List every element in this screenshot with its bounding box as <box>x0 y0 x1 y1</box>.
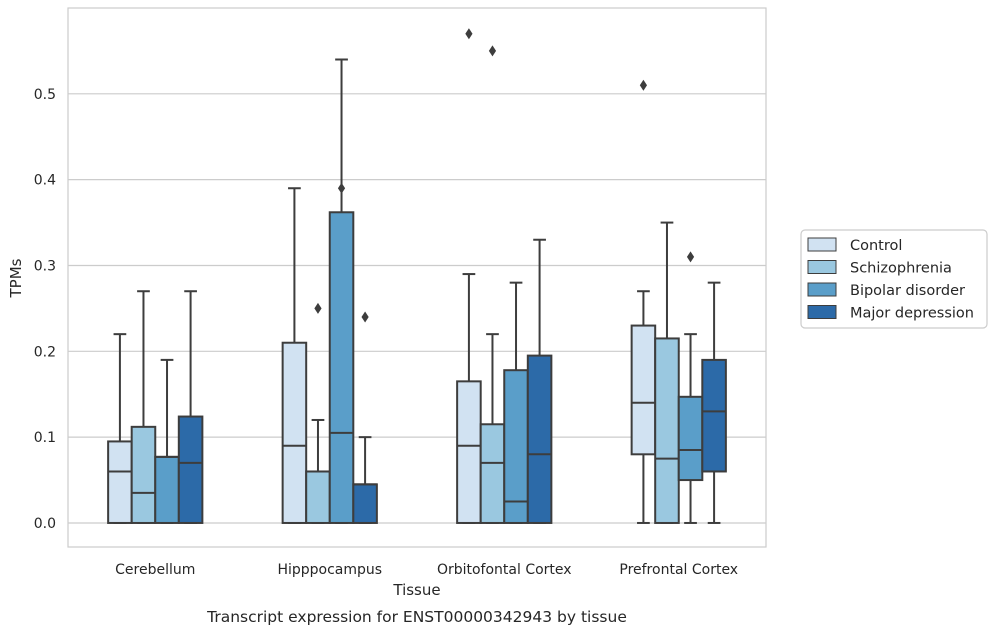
outlier-marker <box>337 182 346 194</box>
box-control <box>456 28 482 524</box>
outlier-marker <box>686 251 695 263</box>
outlier-marker <box>361 311 369 323</box>
x-tick-label: Cerebellum <box>115 562 195 578</box>
box-iqr <box>154 455 180 524</box>
box-bipolar-disorder <box>677 251 704 524</box>
y-tick-label: 0.3 <box>34 258 56 274</box>
box-bipolar-disorder <box>328 58 355 524</box>
box-major-depression <box>526 238 553 524</box>
y-tick-label: 0.5 <box>34 87 56 103</box>
x-axis-label: Tissue <box>392 581 440 599</box>
box-iqr <box>352 483 378 524</box>
box-major-depression <box>701 281 727 524</box>
legend-label: Bipolar disorder <box>850 283 965 299</box>
box-control <box>107 333 133 524</box>
legend-frame <box>800 229 988 329</box>
legend-label: Control <box>850 238 902 254</box>
box-schizophrenia <box>130 290 157 524</box>
box-iqr <box>677 395 704 482</box>
x-tick-label: Prefrontal Cortex <box>619 562 738 578</box>
x-axis-ticks: Cerebellum Hipppocampus Orbitofontal Corte… <box>115 562 738 578</box>
boxes <box>107 28 727 524</box>
y-axis-label: TPMs <box>7 258 25 298</box>
chart-caption: Transcript expression for ENST0000034294… <box>206 608 627 626</box>
box-control <box>281 187 308 524</box>
box-major-depression <box>352 311 378 524</box>
legend-label: Major depression <box>850 306 974 322</box>
x-tick-label: Orbitofontal Cortex <box>437 562 572 578</box>
legend-swatch <box>807 237 837 252</box>
box-iqr <box>654 337 680 524</box>
box-bipolar-disorder <box>503 281 529 524</box>
y-tick-label: 0.1 <box>34 430 56 446</box>
box-iqr <box>328 211 355 524</box>
legend-swatch <box>807 305 837 319</box>
box-iqr <box>177 415 204 524</box>
outlier-marker <box>465 28 473 40</box>
y-tick-label: 0.0 <box>34 516 56 532</box>
box-iqr <box>526 354 553 524</box>
box-iqr <box>107 440 133 524</box>
y-tick-label: 0.2 <box>34 344 56 360</box>
outlier-marker <box>314 302 322 314</box>
box-iqr <box>479 423 506 524</box>
box-iqr <box>130 425 157 524</box>
outlier-marker <box>639 79 648 91</box>
outlier-marker <box>488 45 497 57</box>
box-iqr <box>281 341 308 524</box>
box-iqr <box>701 358 727 473</box>
legend-swatch <box>807 260 837 274</box>
box-major-depression <box>177 290 204 524</box>
legend-label: Schizophrenia <box>850 261 952 277</box>
box-iqr <box>456 380 482 524</box>
box-iqr <box>630 324 657 456</box>
box-iqr <box>503 369 529 524</box>
legend-swatch <box>807 282 837 297</box>
x-tick-label: Hipppocampus <box>277 562 382 578</box>
box-iqr <box>305 470 331 524</box>
y-tick-label: 0.4 <box>34 173 56 189</box>
y-axis-ticks: 0.0 0.1 0.2 0.3 0.4 0.5 <box>34 87 56 532</box>
box-schizophrenia <box>479 45 506 524</box>
box-schizophrenia <box>654 221 680 524</box>
legend: Control Schizophrenia Bipolar disorder Majo… <box>800 229 988 329</box>
